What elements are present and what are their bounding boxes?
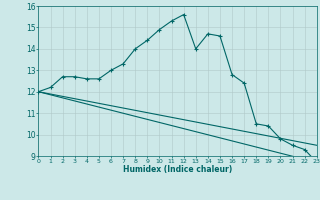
X-axis label: Humidex (Indice chaleur): Humidex (Indice chaleur)	[123, 165, 232, 174]
